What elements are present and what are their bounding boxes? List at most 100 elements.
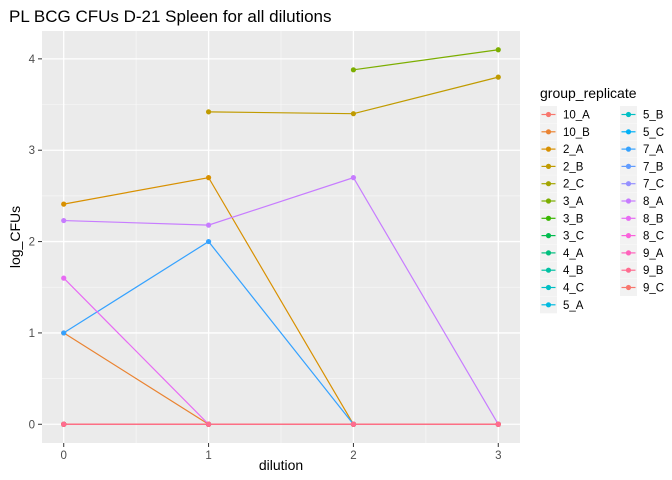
legend-key-point bbox=[545, 233, 552, 239]
legend-key-point bbox=[545, 146, 552, 152]
legend-item-9_C: 9_C bbox=[620, 279, 664, 296]
x-tick-label: 0 bbox=[61, 450, 67, 462]
legend-key-point bbox=[545, 215, 552, 221]
legend-label: 7_C bbox=[643, 179, 664, 191]
legend-key-point bbox=[625, 215, 632, 221]
x-axis-ticks: 0 1 2 3 bbox=[61, 443, 501, 462]
legend-label: 2_B bbox=[563, 161, 584, 173]
legend-key-point bbox=[545, 284, 552, 291]
legend-key-point bbox=[625, 129, 632, 135]
legend-key-point bbox=[625, 284, 632, 291]
series-line-7_B bbox=[63, 176, 499, 425]
legend-title: group_replicate bbox=[540, 85, 637, 101]
x-tick-label: 3 bbox=[495, 450, 501, 462]
legend-key-point bbox=[545, 163, 552, 169]
legend-item-8_A: 8_A bbox=[620, 192, 664, 210]
data-point-3_A bbox=[495, 47, 501, 53]
legend-key-point bbox=[625, 233, 632, 239]
data-point-9_C bbox=[205, 421, 212, 427]
x-axis-title: dilution bbox=[259, 457, 303, 473]
legend-label: 2_C bbox=[563, 179, 584, 191]
legend-key-point bbox=[545, 302, 552, 308]
legend-item-2_C: 2_C bbox=[540, 175, 584, 193]
y-tick-label: 4 bbox=[29, 54, 36, 66]
legend-item-3_A: 3_A bbox=[540, 192, 584, 210]
legend-key-point bbox=[545, 181, 552, 187]
data-point-3_A bbox=[350, 67, 357, 73]
legend-item-8_B: 8_B bbox=[620, 209, 664, 227]
legend-label: 8_C bbox=[643, 231, 664, 243]
data-point-9_C bbox=[61, 421, 67, 427]
legend-key-point bbox=[625, 267, 632, 273]
legend-label: 5_C bbox=[643, 127, 664, 139]
legend-key-point bbox=[625, 181, 632, 187]
data-point-2_B bbox=[350, 111, 357, 117]
legend-label: 4_C bbox=[563, 283, 584, 295]
legend-item-8_C: 8_C bbox=[620, 227, 664, 245]
legend-item-5_B: 5_B bbox=[620, 106, 664, 123]
data-point-7_B bbox=[350, 175, 357, 181]
legend-label: 4_A bbox=[563, 248, 584, 260]
legend-item-7_B: 7_B bbox=[620, 157, 664, 175]
y-axis-title: log_CFUs bbox=[7, 206, 23, 268]
data-point-2_A bbox=[205, 175, 212, 181]
legend-item-5_A: 5_A bbox=[540, 296, 584, 314]
chart-title: PL BCG CFUs D-21 Spleen for all dilution… bbox=[9, 7, 332, 26]
legend-item-4_C: 4_C bbox=[540, 279, 584, 296]
legend-label: 4_B bbox=[563, 265, 584, 277]
y-tick-label: 1 bbox=[29, 328, 35, 340]
legend-label: 2_A bbox=[563, 144, 584, 156]
legend-item-5_C: 5_C bbox=[620, 123, 664, 141]
legend-label: 8_A bbox=[643, 196, 664, 208]
legend-item-2_B: 2_B bbox=[540, 157, 584, 175]
legend-key-point bbox=[625, 146, 632, 152]
legend-entries: 10_A 10_B 2_A 2_B 2_C 3_A 3_B 3_C 4_A 4_B 4_C 5_A 5_… bbox=[540, 106, 664, 314]
data-point-5_C bbox=[61, 330, 67, 336]
data-point-2_B bbox=[205, 109, 212, 115]
x-tick-label: 2 bbox=[350, 450, 356, 462]
series-line-3_A bbox=[353, 49, 499, 71]
y-tick-label: 0 bbox=[29, 419, 35, 431]
legend-item-9_B: 9_B bbox=[620, 261, 664, 279]
legend-label: 3_A bbox=[563, 196, 584, 208]
legend-label: 9_C bbox=[643, 283, 664, 295]
legend-key-point bbox=[625, 198, 632, 204]
data-point-5_C bbox=[205, 238, 212, 245]
data-point-9_C bbox=[495, 421, 501, 427]
legend-label: 8_B bbox=[643, 213, 664, 225]
data-point-9_C bbox=[350, 421, 357, 427]
legend-label: 10_A bbox=[563, 110, 590, 122]
legend: group_replicate 10_A 10_B 2_A 2_B 2_C 3_A 3_B 3… bbox=[540, 85, 664, 314]
legend-key-point bbox=[545, 198, 552, 204]
legend-key-point bbox=[545, 111, 552, 118]
legend-item-9_A: 9_A bbox=[620, 244, 664, 262]
legend-label: 9_A bbox=[643, 248, 664, 260]
legend-key-point bbox=[625, 250, 632, 256]
legend-label: 3_B bbox=[563, 213, 584, 225]
x-tick-label: 1 bbox=[205, 450, 211, 462]
legend-label: 7_A bbox=[643, 144, 664, 156]
data-point-2_B bbox=[495, 74, 501, 80]
legend-label: 7_B bbox=[643, 161, 664, 173]
legend-label: 9_B bbox=[643, 265, 664, 277]
series-layer bbox=[61, 47, 501, 427]
major-gridlines bbox=[42, 31, 520, 443]
legend-item-3_B: 3_B bbox=[540, 209, 584, 227]
minor-gridlines bbox=[42, 31, 520, 443]
y-tick-label: 3 bbox=[29, 145, 35, 157]
legend-key-point bbox=[625, 111, 632, 118]
legend-label: 5_B bbox=[643, 110, 664, 122]
data-point-2_A bbox=[61, 201, 67, 207]
legend-label: 5_A bbox=[563, 300, 584, 312]
legend-item-10_B: 10_B bbox=[540, 123, 590, 141]
legend-item-10_A: 10_A bbox=[540, 106, 590, 123]
legend-item-7_C: 7_C bbox=[620, 175, 664, 193]
legend-key-point bbox=[545, 267, 552, 273]
data-point-7_B bbox=[61, 217, 67, 224]
legend-item-7_A: 7_A bbox=[620, 140, 664, 158]
legend-key-point bbox=[545, 129, 552, 135]
legend-item-4_A: 4_A bbox=[540, 244, 584, 262]
y-tick-label: 2 bbox=[29, 237, 35, 249]
legend-label: 3_C bbox=[563, 231, 584, 243]
